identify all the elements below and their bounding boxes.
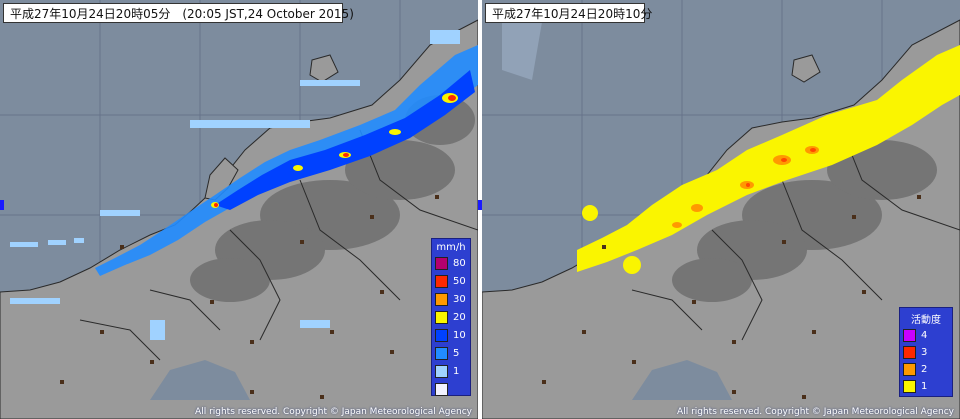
legend-item: 20 xyxy=(435,310,470,325)
activity-legend: 活動度 4 3 2 1 xyxy=(899,307,953,397)
legend-label: 4 xyxy=(921,330,928,341)
station-markers xyxy=(60,195,439,399)
bay xyxy=(150,360,250,400)
legend-label: 1 xyxy=(453,366,460,377)
legend-title: 活動度 xyxy=(911,315,941,326)
legend-label: 3 xyxy=(921,347,928,358)
legend-label: 50 xyxy=(453,276,466,287)
radar-map-panel: 平成27年10月24日20時05分 (20:05 JST,24 October … xyxy=(0,0,478,419)
legend-item: 50 xyxy=(435,274,470,289)
legend-swatch xyxy=(435,365,448,378)
copyright-notice: All rights reserved. Copyright © Japan M… xyxy=(195,407,472,417)
rain-intense xyxy=(214,95,456,207)
bay xyxy=(632,360,732,400)
station-markers xyxy=(542,195,921,399)
panel-title: 平成27年10月24日20時05分 (20:05 JST,24 October … xyxy=(3,3,354,23)
legend-item: 1 xyxy=(435,364,470,379)
legend-swatch xyxy=(903,363,916,376)
legend-item: 1 xyxy=(903,379,952,394)
legend-item: 3 xyxy=(903,345,952,360)
sado-island xyxy=(309,54,339,83)
lightning-map xyxy=(482,0,960,419)
legend-swatch xyxy=(435,347,448,360)
legend-swatch xyxy=(903,329,916,342)
legend-label: 30 xyxy=(453,294,466,305)
legend-item: 2 xyxy=(903,362,952,377)
activity-level-1 xyxy=(577,45,960,274)
radar-map xyxy=(0,0,478,419)
legend-swatch xyxy=(435,275,448,288)
mountain-shading xyxy=(190,95,475,302)
rain-scatter xyxy=(10,30,460,340)
precipitation-legend: mm/h 80 50 30 20 10 5 1 xyxy=(431,238,471,396)
panel-divider-marker xyxy=(478,200,482,210)
legend-item: 5 xyxy=(435,346,470,361)
legend-label: 10 xyxy=(453,330,466,341)
legend-item: 80 xyxy=(435,256,470,271)
legend-swatch xyxy=(435,257,448,270)
legend-swatch xyxy=(903,346,916,359)
legend-label: 5 xyxy=(453,348,460,359)
no-data-area xyxy=(502,22,542,80)
rain-core xyxy=(215,70,475,210)
legend-item xyxy=(435,382,470,397)
legend-item: 4 xyxy=(903,328,952,343)
panel-divider-marker xyxy=(0,200,4,210)
legend-label: 1 xyxy=(921,381,928,392)
panel-title: 平成27年10月24日20時10分 xyxy=(485,3,652,23)
legend-swatch xyxy=(435,311,448,324)
legend-swatch xyxy=(435,383,448,396)
activity-level-3 xyxy=(746,148,816,187)
rain-band xyxy=(95,45,478,276)
legend-label: 20 xyxy=(453,312,466,323)
legend-item: 10 xyxy=(435,328,470,343)
lightning-map-panel: 平成27年10月24日20時10分 活動度 4 3 2 1 All rights… xyxy=(482,0,960,419)
copyright-notice: All rights reserved. Copyright © Japan M… xyxy=(677,407,954,417)
legend-swatch xyxy=(903,380,916,393)
legend-item: 30 xyxy=(435,292,470,307)
legend-label: 2 xyxy=(921,364,928,375)
sado-island xyxy=(791,54,821,83)
legend-title: mm/h xyxy=(436,242,466,253)
legend-swatch xyxy=(435,293,448,306)
legend-label: 80 xyxy=(453,258,466,269)
legend-swatch xyxy=(435,329,448,342)
